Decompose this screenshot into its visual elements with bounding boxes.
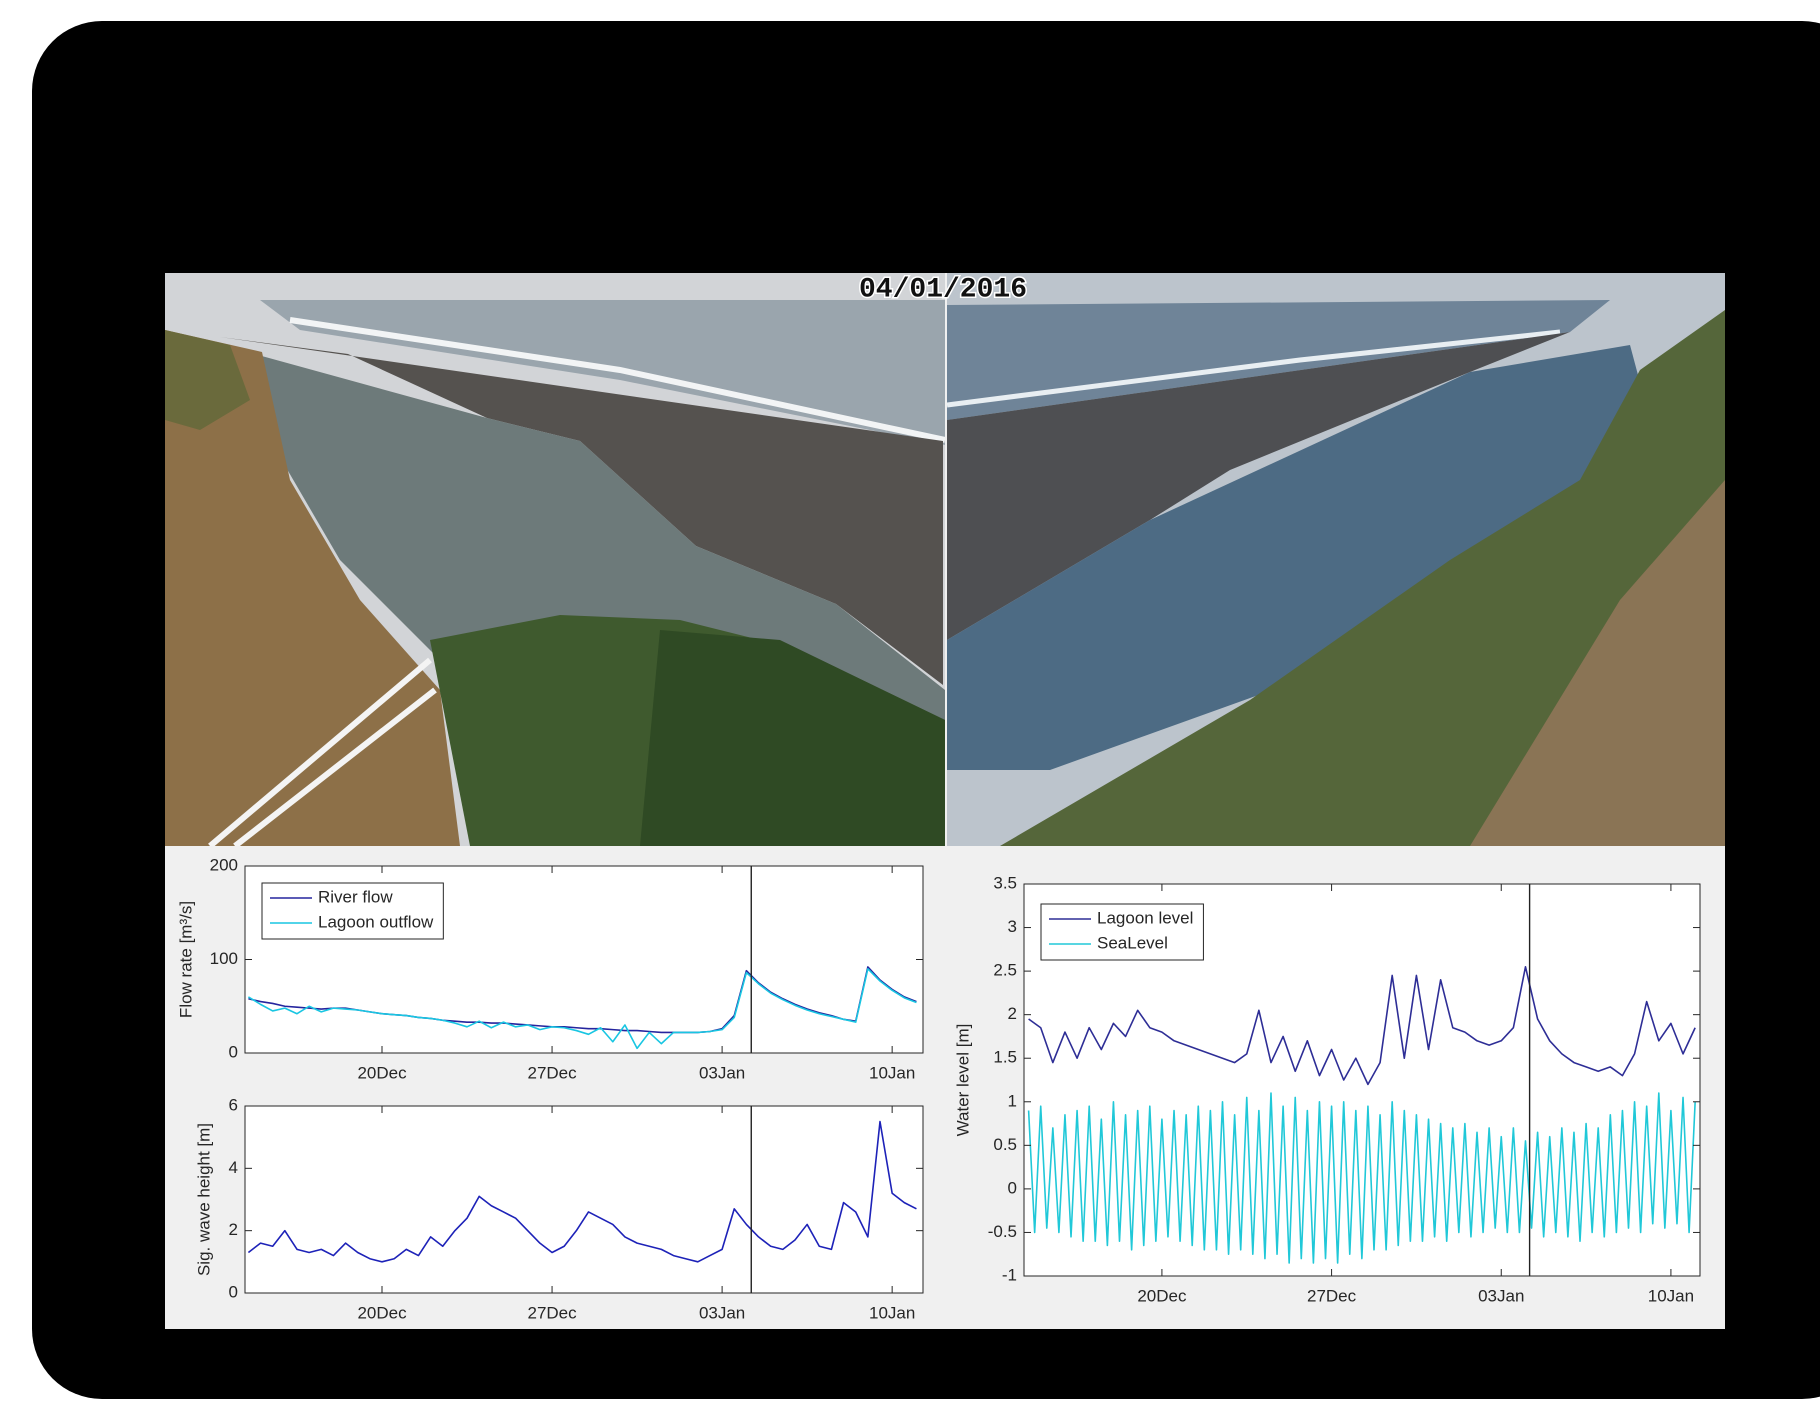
y-tick-label: 1.5	[993, 1048, 1017, 1067]
x-tick-label: 20Dec	[357, 1063, 407, 1082]
legend-label: Lagoon level	[1097, 908, 1193, 927]
x-tick-label: 03Jan	[699, 1063, 745, 1082]
y-tick-label: -0.5	[988, 1222, 1017, 1241]
x-tick-label: 27Dec	[1307, 1286, 1357, 1305]
date-label: 04/01/2016	[859, 274, 1027, 305]
x-tick-label: 20Dec	[1137, 1286, 1187, 1305]
y-tick-label: 0	[229, 1282, 238, 1301]
axes-box	[244, 1105, 924, 1294]
camera-right	[947, 273, 1725, 846]
legend-label: River flow	[318, 887, 393, 906]
axes-box	[1023, 883, 1701, 1277]
y-tick-label: 2	[1008, 1004, 1017, 1023]
y-tick-label: 4	[229, 1158, 238, 1177]
y-axis-title: Water level [m]	[953, 1024, 972, 1137]
legend-label: Lagoon outflow	[318, 912, 434, 931]
chart: 20Dec 27Dec 03Jan 10Jan 0 2 4 6 Sig. wave height…	[194, 1095, 924, 1322]
y-tick-label: 200	[210, 855, 238, 874]
legend-label: SeaLevel	[1097, 933, 1168, 952]
plot	[247, 1106, 917, 1293]
x-tick-label: 03Jan	[699, 1303, 745, 1322]
plot-area	[245, 1106, 923, 1293]
plot	[1027, 884, 1696, 1276]
x-tick-label: 10Jan	[869, 1303, 915, 1322]
y-tick-label: -1	[1002, 1265, 1017, 1284]
chart: 20Dec 27Dec 03Jan 10Jan -1 -0.5 0 0.5 1 1.5 2 2.5 3 3…	[953, 873, 1701, 1305]
x-tick-label: 10Jan	[1648, 1286, 1694, 1305]
series-line	[1028, 965, 1696, 1086]
series-line	[247, 1120, 917, 1263]
y-axis-title: Sig. wave height [m]	[194, 1123, 213, 1276]
x-tick-label: 20Dec	[357, 1303, 407, 1322]
series-line	[247, 968, 917, 1050]
legend-box	[261, 882, 444, 940]
chart: 20Dec 27Dec 03Jan 10Jan 0 100 200 Flow rate [m³…	[176, 855, 924, 1082]
x-tick-label: 27Dec	[527, 1063, 577, 1082]
x-tick-label: 10Jan	[869, 1063, 915, 1082]
y-axis-title: Flow rate [m³/s]	[176, 901, 195, 1018]
y-tick-label: 3	[1008, 917, 1017, 936]
y-tick-label: 0.5	[993, 1135, 1017, 1154]
camera-left	[165, 273, 945, 846]
x-tick-label: 27Dec	[527, 1303, 577, 1322]
y-tick-label: 100	[210, 949, 238, 968]
y-tick-label: 0	[1008, 1178, 1017, 1197]
y-tick-label: 2.5	[993, 961, 1017, 980]
y-tick-label: 2	[229, 1220, 238, 1239]
plot	[247, 866, 917, 1053]
x-tick-label: 03Jan	[1478, 1286, 1524, 1305]
legend-box	[1040, 903, 1204, 961]
y-tick-label: 3.5	[993, 873, 1017, 892]
y-tick-label: 0	[229, 1042, 238, 1061]
series-line	[1027, 1092, 1696, 1264]
y-tick-label: 1	[1008, 1091, 1017, 1110]
y-tick-label: 6	[229, 1095, 238, 1114]
